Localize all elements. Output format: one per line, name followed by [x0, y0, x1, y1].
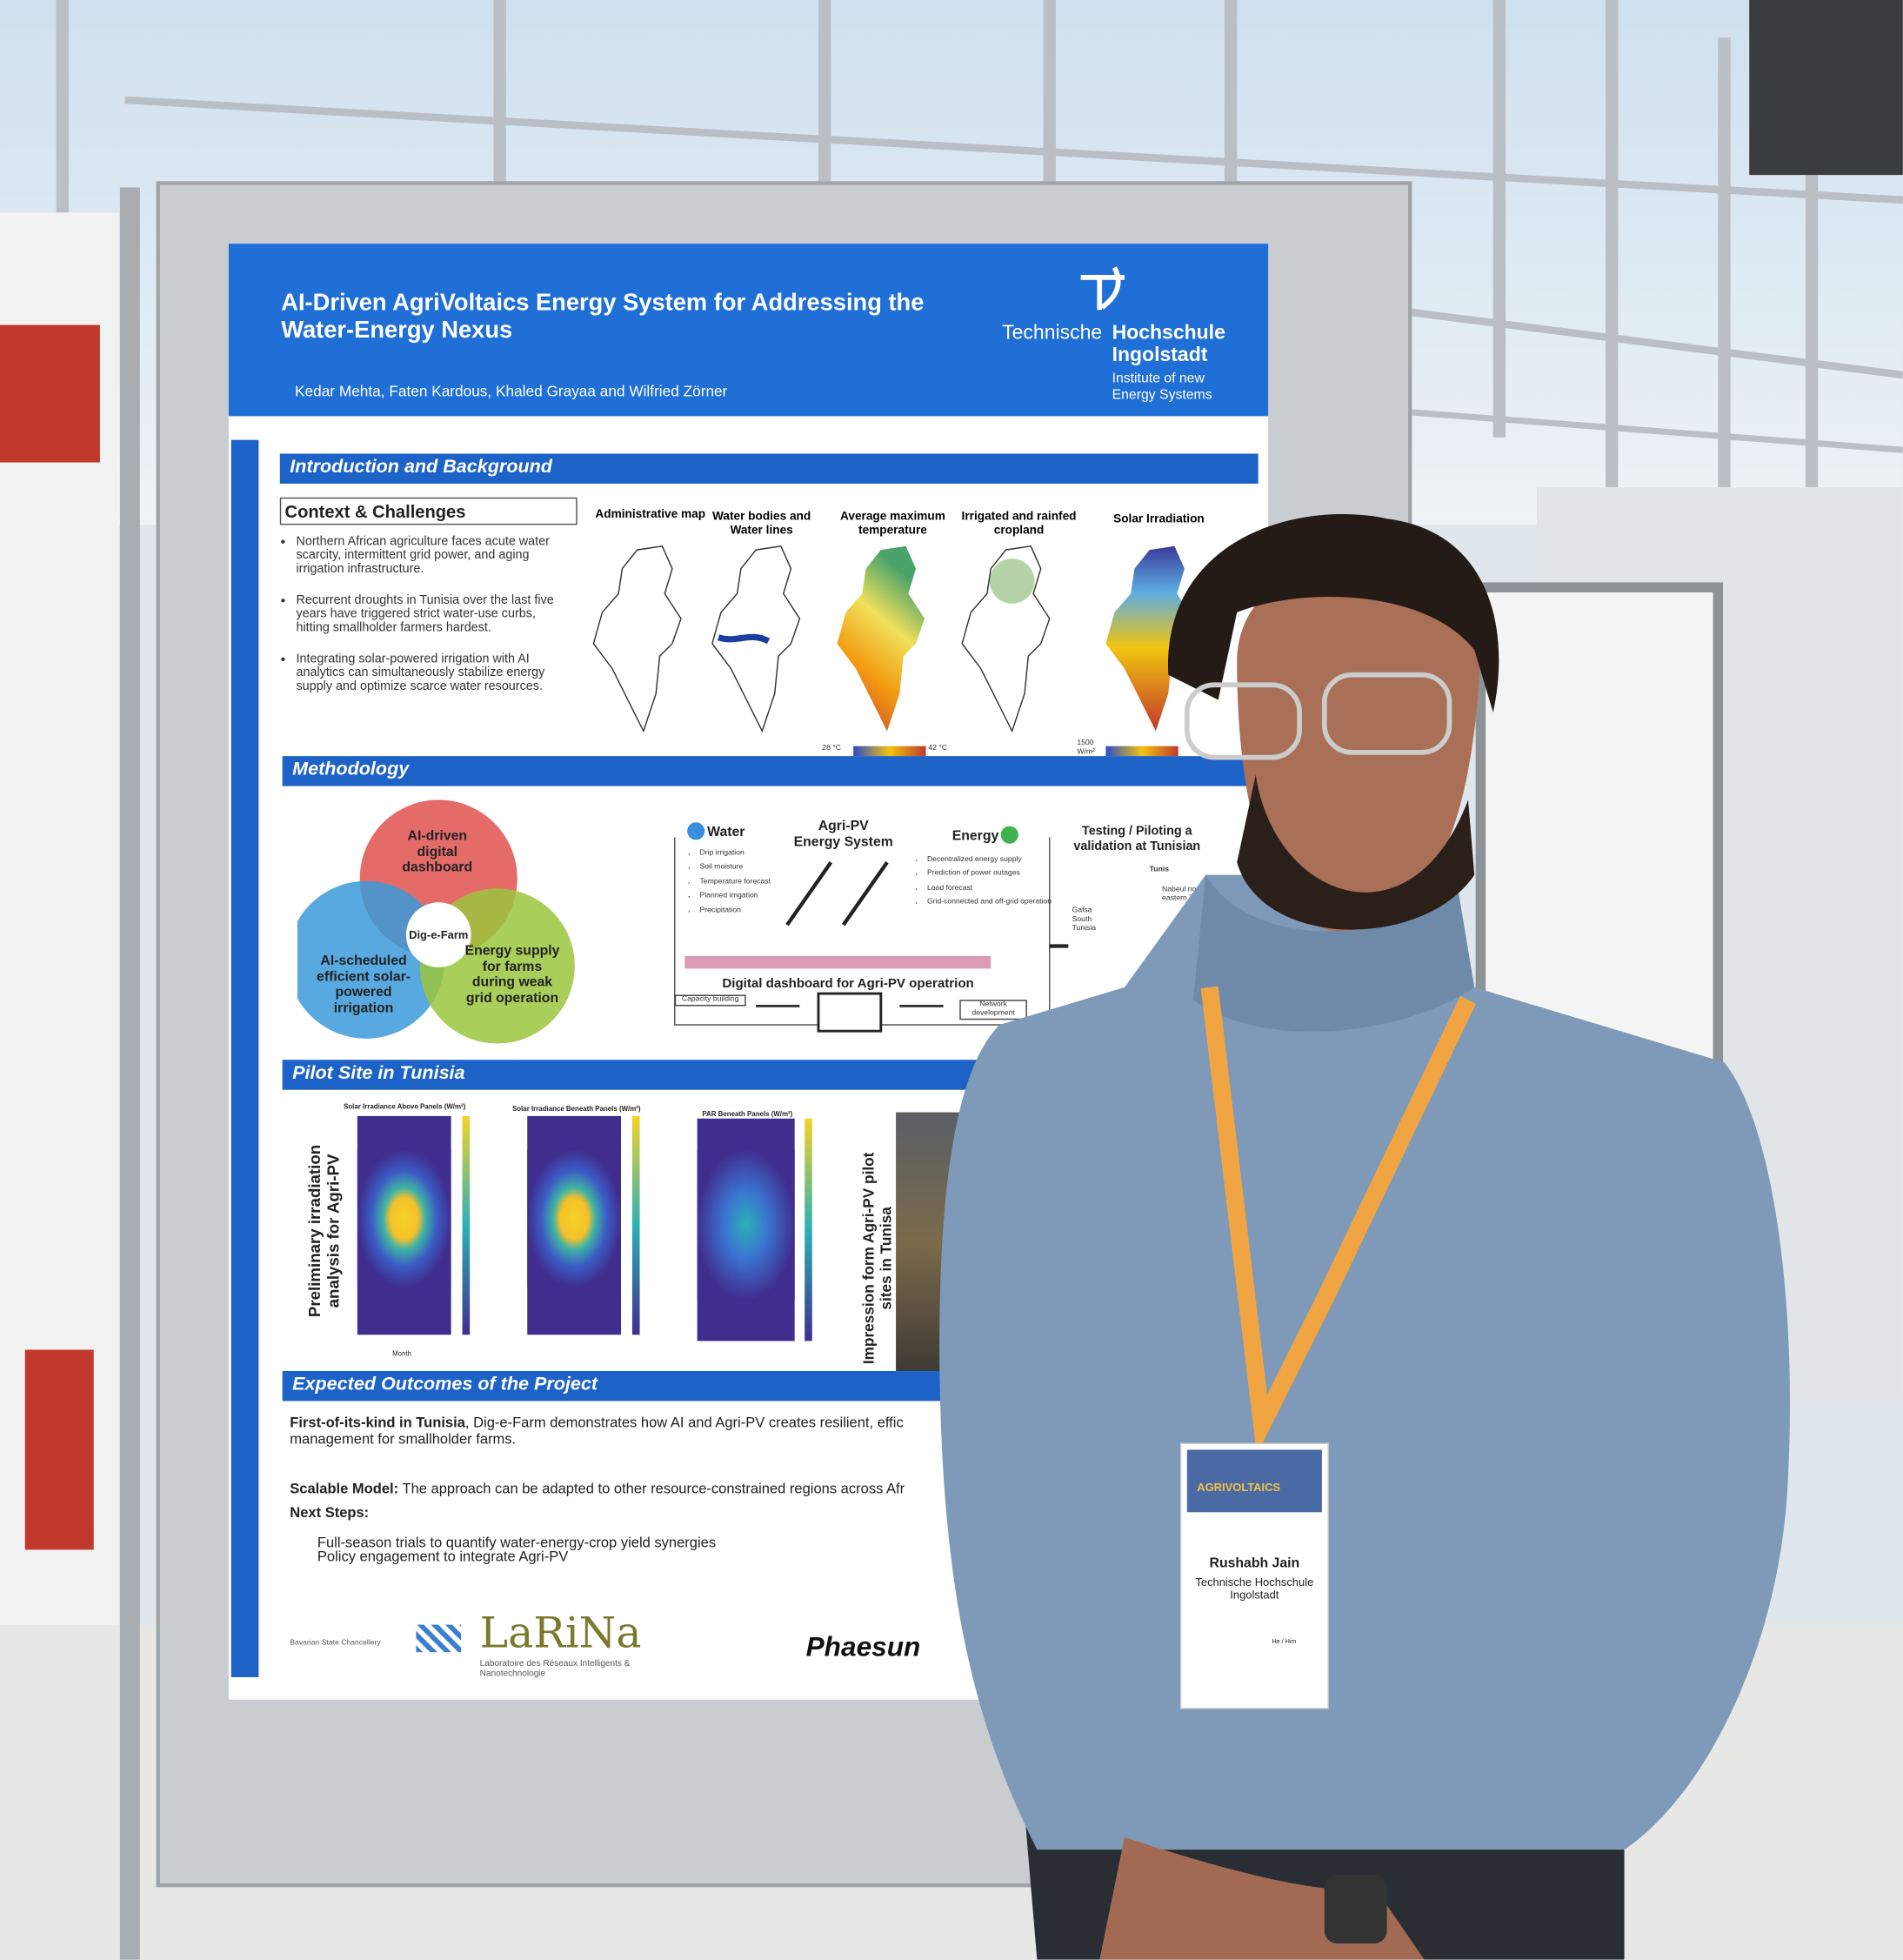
list-item: Prediction of power outages	[927, 868, 1062, 882]
site-label: Tunis	[1149, 866, 1170, 874]
text: The approach can be adapted to other res…	[402, 1482, 905, 1498]
subheading: Context & Challenges	[279, 497, 578, 525]
venn-label: AI-driven digital dashboard	[402, 828, 473, 876]
plot-title: Solar Irradiance Beneath Panels (W/m²)	[512, 1106, 641, 1114]
section-heading: Pilot Site in Tunisia	[282, 1060, 1032, 1090]
venn-diagram	[297, 799, 575, 1044]
axis-label: Month	[392, 1350, 412, 1359]
site-label: Nabeul north-eastern Tunisia	[1162, 886, 1213, 903]
bold-text: First-of-its-kind in Tunisia	[290, 1415, 465, 1431]
text: , Dig-e-Farm demonstrates how AI and Agr…	[290, 1415, 904, 1448]
logo-mark	[1080, 266, 1125, 311]
system-label: Agri-PV Energy System	[793, 818, 893, 850]
logo-name-bold: Hochschule Ingolstadt	[1112, 322, 1225, 367]
venn-label: AI-scheduled efficient solar-powered irr…	[317, 953, 411, 1016]
map-label: Administrative map	[595, 507, 706, 522]
outcome-text: Scalable Model: The approach can be adap…	[290, 1482, 965, 1499]
section-heading: Introduction and Background	[279, 453, 1259, 484]
list-item: Grid-connected and off-grid operation	[927, 896, 1062, 910]
plot-title: Solar Irradiance Above Panels (W/m²)	[344, 1103, 466, 1112]
poster-header	[228, 244, 1269, 417]
bold-text: Scalable Model:	[290, 1482, 399, 1498]
dashboard-label: Digital dashboard for Agri-PV operatrion	[722, 975, 974, 992]
legend-max: 42 °C	[928, 745, 948, 753]
list-item: Soil moisture	[699, 861, 797, 875]
water-label: Water	[707, 825, 745, 840]
capacity-box: Capacity building	[674, 994, 746, 1007]
map-label: Irrigated and rainfed cropland	[961, 510, 1077, 538]
poster-title: AI-Driven AgriVoltaics Energy System for…	[281, 290, 925, 344]
list-item: Planned irrigation	[699, 890, 797, 904]
badge-name: Rushabh Jain	[1209, 1555, 1300, 1571]
phaesun-logo: Phaesun	[805, 1630, 921, 1662]
bullet-list: Northern African agriculture faces acute…	[281, 535, 562, 693]
badge-event: AGRIVOLTAICS	[1197, 1481, 1281, 1494]
water-list: Drip irrigationSoil moistureTemperature …	[684, 847, 797, 919]
logo-name-light: Technische	[1002, 322, 1103, 345]
maps	[592, 545, 1193, 757]
list-item: Decentralized energy supply	[927, 853, 1062, 867]
section-heading: Expected Outcomes of the Project	[282, 1370, 983, 1401]
heatmaps	[357, 1115, 812, 1341]
venn-center: Dig-e-Farm	[409, 928, 469, 941]
logo-unit: Institute of new Energy Systems	[1112, 371, 1212, 403]
agri-pv-diagram	[674, 822, 1069, 1033]
step: Full-season trials to quantify water-ene…	[317, 1535, 717, 1551]
outcome-text: First-of-its-kind in Tunisia, Dig-e-Farm…	[290, 1416, 965, 1449]
legend-min: 1500 W/m²	[1077, 739, 1095, 756]
network-box: Network development	[959, 1000, 1027, 1020]
site-label: Gafsa South Tunisia	[1072, 906, 1097, 933]
list-item: Temperature forecast	[699, 876, 797, 890]
energy-label: Energy	[952, 828, 999, 844]
plot-title: PAR Beneath Panels (W/m²)	[702, 1111, 793, 1119]
partner: Laboratoire des Réseaux Intelligents & N…	[479, 1659, 631, 1679]
list-item: Load forecast	[927, 882, 1062, 896]
bullet: Northern African agriculture faces acute…	[296, 535, 562, 576]
list-item: Drip irrigation	[699, 847, 797, 861]
venn-label: Energy supply for farms during weak grid…	[464, 943, 560, 1007]
legend-min: 28 °C	[822, 745, 841, 753]
step: Policy engagement to integrate Agri-PV	[317, 1549, 569, 1565]
list-item: Precipitation	[699, 904, 797, 918]
badge-pronouns: He / Him	[1272, 1638, 1297, 1647]
badge-affiliation: Technische Hochschule Ingolstadt	[1195, 1575, 1314, 1602]
testing-label: Testing / Piloting a validation at Tunis…	[1073, 825, 1201, 853]
partner: Bavarian State Chancellery	[290, 1639, 381, 1648]
map-label: Solar Irradiation	[1113, 512, 1205, 526]
map-label: Water bodies and Water lines	[711, 510, 811, 538]
authors: Kedar Mehta, Faten Kardous, Khaled Graya…	[295, 382, 728, 400]
map-label: Average maximum temperature	[840, 510, 945, 538]
bullet: Recurrent droughts in Tunisia over the l…	[296, 593, 562, 634]
section-heading: Methodology	[282, 756, 1259, 786]
bavaria-crest	[416, 1624, 462, 1653]
next-steps: Next Steps:	[290, 1506, 370, 1522]
larina-logo: LaRiNa	[479, 1608, 642, 1659]
side-bar	[230, 439, 259, 1677]
bullet: Integrating solar-powered irrigation wit…	[296, 652, 562, 693]
energy-list: Decentralized energy supplyPrediction of…	[912, 853, 1062, 910]
